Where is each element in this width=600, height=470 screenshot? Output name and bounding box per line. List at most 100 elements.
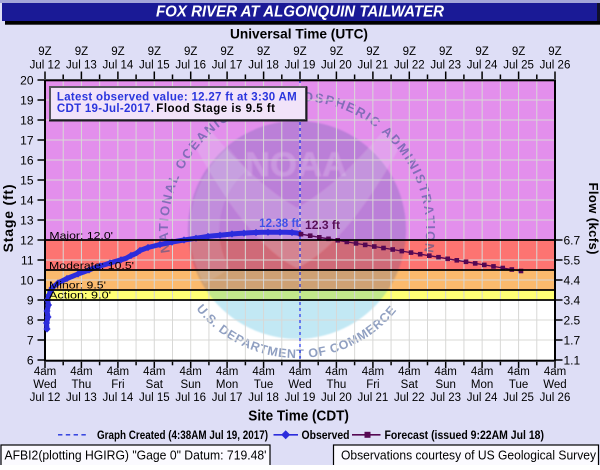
svg-text:4.4: 4.4	[564, 273, 581, 287]
svg-text:Jul 12: Jul 12	[30, 392, 61, 404]
svg-text:Stage (ft): Stage (ft)	[0, 184, 16, 253]
svg-text:9Z: 9Z	[439, 46, 452, 58]
svg-text:Jul 19: Jul 19	[285, 392, 316, 404]
svg-text:Graph Created (4:38AM Jul 19,: Graph Created (4:38AM Jul 19, 2017)	[97, 430, 268, 442]
svg-text:4am: 4am	[471, 366, 493, 378]
svg-text:Jul 19: Jul 19	[285, 59, 316, 71]
svg-text:15: 15	[20, 173, 34, 187]
svg-text:Moderate: 10.5': Moderate: 10.5'	[49, 260, 134, 272]
svg-text:Fri: Fri	[366, 379, 379, 391]
svg-text:4am: 4am	[398, 366, 420, 378]
svg-text:Jul 16: Jul 16	[175, 392, 206, 404]
svg-text:Sat: Sat	[146, 379, 164, 391]
svg-text:13: 13	[20, 213, 34, 227]
svg-text:9Z: 9Z	[548, 46, 561, 58]
svg-text:4am: 4am	[180, 366, 202, 378]
svg-text:Jul 26: Jul 26	[540, 59, 571, 71]
svg-text:Jul 15: Jul 15	[139, 59, 170, 71]
svg-text:Jul 17: Jul 17	[212, 392, 243, 404]
svg-text:Jul 12: Jul 12	[30, 59, 61, 71]
svg-text:Sun: Sun	[435, 379, 455, 391]
svg-text:Jul 21: Jul 21	[358, 59, 389, 71]
svg-text:Jul 13: Jul 13	[66, 59, 97, 71]
svg-text:Mon: Mon	[216, 379, 238, 391]
svg-text:9Z: 9Z	[512, 46, 525, 58]
svg-text:10: 10	[20, 273, 34, 287]
svg-text:Latest observed value: 12.27 f: Latest observed value: 12.27 ft at 3:30 …	[57, 92, 297, 104]
svg-text:Jul 13: Jul 13	[66, 392, 97, 404]
svg-text:Jul 23: Jul 23	[430, 59, 461, 71]
svg-text:Fri: Fri	[111, 379, 124, 391]
svg-text:2.5: 2.5	[564, 313, 581, 327]
svg-text:1.7: 1.7	[564, 333, 581, 347]
svg-text:Flood Stage is 9.5 ft: Flood Stage is 9.5 ft	[156, 103, 275, 115]
svg-text:Jul 17: Jul 17	[212, 59, 243, 71]
svg-text:9Z: 9Z	[148, 46, 161, 58]
svg-text:9: 9	[27, 293, 34, 307]
svg-text:4am: 4am	[289, 366, 311, 378]
svg-text:9Z: 9Z	[257, 46, 270, 58]
svg-text:Jul 18: Jul 18	[248, 59, 279, 71]
svg-text:Minor: 9.5': Minor: 9.5'	[49, 279, 106, 291]
svg-text:Jul 22: Jul 22	[394, 59, 425, 71]
svg-text:12.38 ft: 12.38 ft	[259, 218, 299, 230]
svg-text:4am: 4am	[544, 366, 566, 378]
svg-text:9Z: 9Z	[330, 46, 343, 58]
svg-text:Jul 21: Jul 21	[358, 392, 389, 404]
svg-text:Action: 9.0': Action: 9.0'	[49, 290, 111, 302]
svg-text:Jul 24: Jul 24	[467, 59, 498, 71]
svg-text:Jul 15: Jul 15	[139, 392, 170, 404]
svg-text:Sun: Sun	[180, 379, 200, 391]
svg-text:Observations courtesy of US Ge: Observations courtesy of US Geological S…	[341, 449, 597, 463]
svg-text:Wed: Wed	[33, 379, 56, 391]
svg-text:9Z: 9Z	[293, 46, 306, 58]
svg-text:NOAA: NOAA	[245, 146, 347, 184]
svg-text:9Z: 9Z	[75, 46, 88, 58]
svg-text:Wed: Wed	[288, 379, 311, 391]
svg-text:Flow (kcfs): Flow (kcfs)	[586, 183, 600, 255]
svg-text:17: 17	[20, 133, 34, 147]
svg-text:Tue: Tue	[254, 379, 273, 391]
svg-text:4am: 4am	[216, 366, 238, 378]
svg-text:Jul 18: Jul 18	[248, 392, 279, 404]
svg-text:11: 11	[21, 253, 34, 267]
svg-text:6.7: 6.7	[564, 233, 581, 247]
svg-text:Forecast (issued 9:22AM Jul 18: Forecast (issued 9:22AM Jul 18)	[385, 430, 545, 442]
svg-text:4am: 4am	[252, 366, 274, 378]
svg-text:Jul 25: Jul 25	[503, 59, 534, 71]
svg-text:9Z: 9Z	[220, 46, 233, 58]
svg-text:3.4: 3.4	[564, 293, 581, 307]
svg-text:Major: 12.0': Major: 12.0'	[49, 230, 113, 242]
svg-text:4am: 4am	[107, 366, 129, 378]
svg-text:Jul 26: Jul 26	[540, 392, 571, 404]
svg-text:8: 8	[27, 313, 34, 327]
svg-text:14: 14	[20, 193, 34, 207]
svg-text:12: 12	[20, 233, 34, 247]
svg-text:4am: 4am	[362, 366, 384, 378]
svg-text:Tue: Tue	[509, 379, 528, 391]
svg-text:Jul 24: Jul 24	[467, 392, 498, 404]
svg-text:Jul 22: Jul 22	[394, 392, 425, 404]
svg-text:Universal Time (UTC): Universal Time (UTC)	[230, 26, 368, 41]
svg-text:Sat: Sat	[401, 379, 419, 391]
svg-text:Jul 14: Jul 14	[103, 59, 134, 71]
svg-text:9Z: 9Z	[38, 46, 51, 58]
svg-text:Mon: Mon	[471, 379, 493, 391]
svg-text:9Z: 9Z	[184, 46, 197, 58]
svg-text:5.5: 5.5	[564, 253, 581, 267]
svg-text:18: 18	[20, 113, 34, 127]
svg-text:9Z: 9Z	[403, 46, 416, 58]
svg-text:Jul 14: Jul 14	[103, 392, 134, 404]
svg-text:4am: 4am	[70, 366, 92, 378]
svg-text:4am: 4am	[325, 366, 347, 378]
svg-text:9Z: 9Z	[111, 46, 124, 58]
svg-text:Wed: Wed	[543, 379, 566, 391]
svg-text:Jul 20: Jul 20	[321, 392, 352, 404]
svg-text:20: 20	[20, 73, 34, 87]
svg-text:4am: 4am	[507, 366, 529, 378]
svg-text:Site Time (CDT): Site Time (CDT)	[248, 408, 349, 424]
svg-text:FOX RIVER AT ALGONQUIN TAILWAT: FOX RIVER AT ALGONQUIN TAILWATER	[156, 3, 445, 20]
svg-text:4am: 4am	[435, 366, 457, 378]
svg-text:1.1: 1.1	[564, 353, 581, 367]
svg-text:Thu: Thu	[326, 379, 346, 391]
